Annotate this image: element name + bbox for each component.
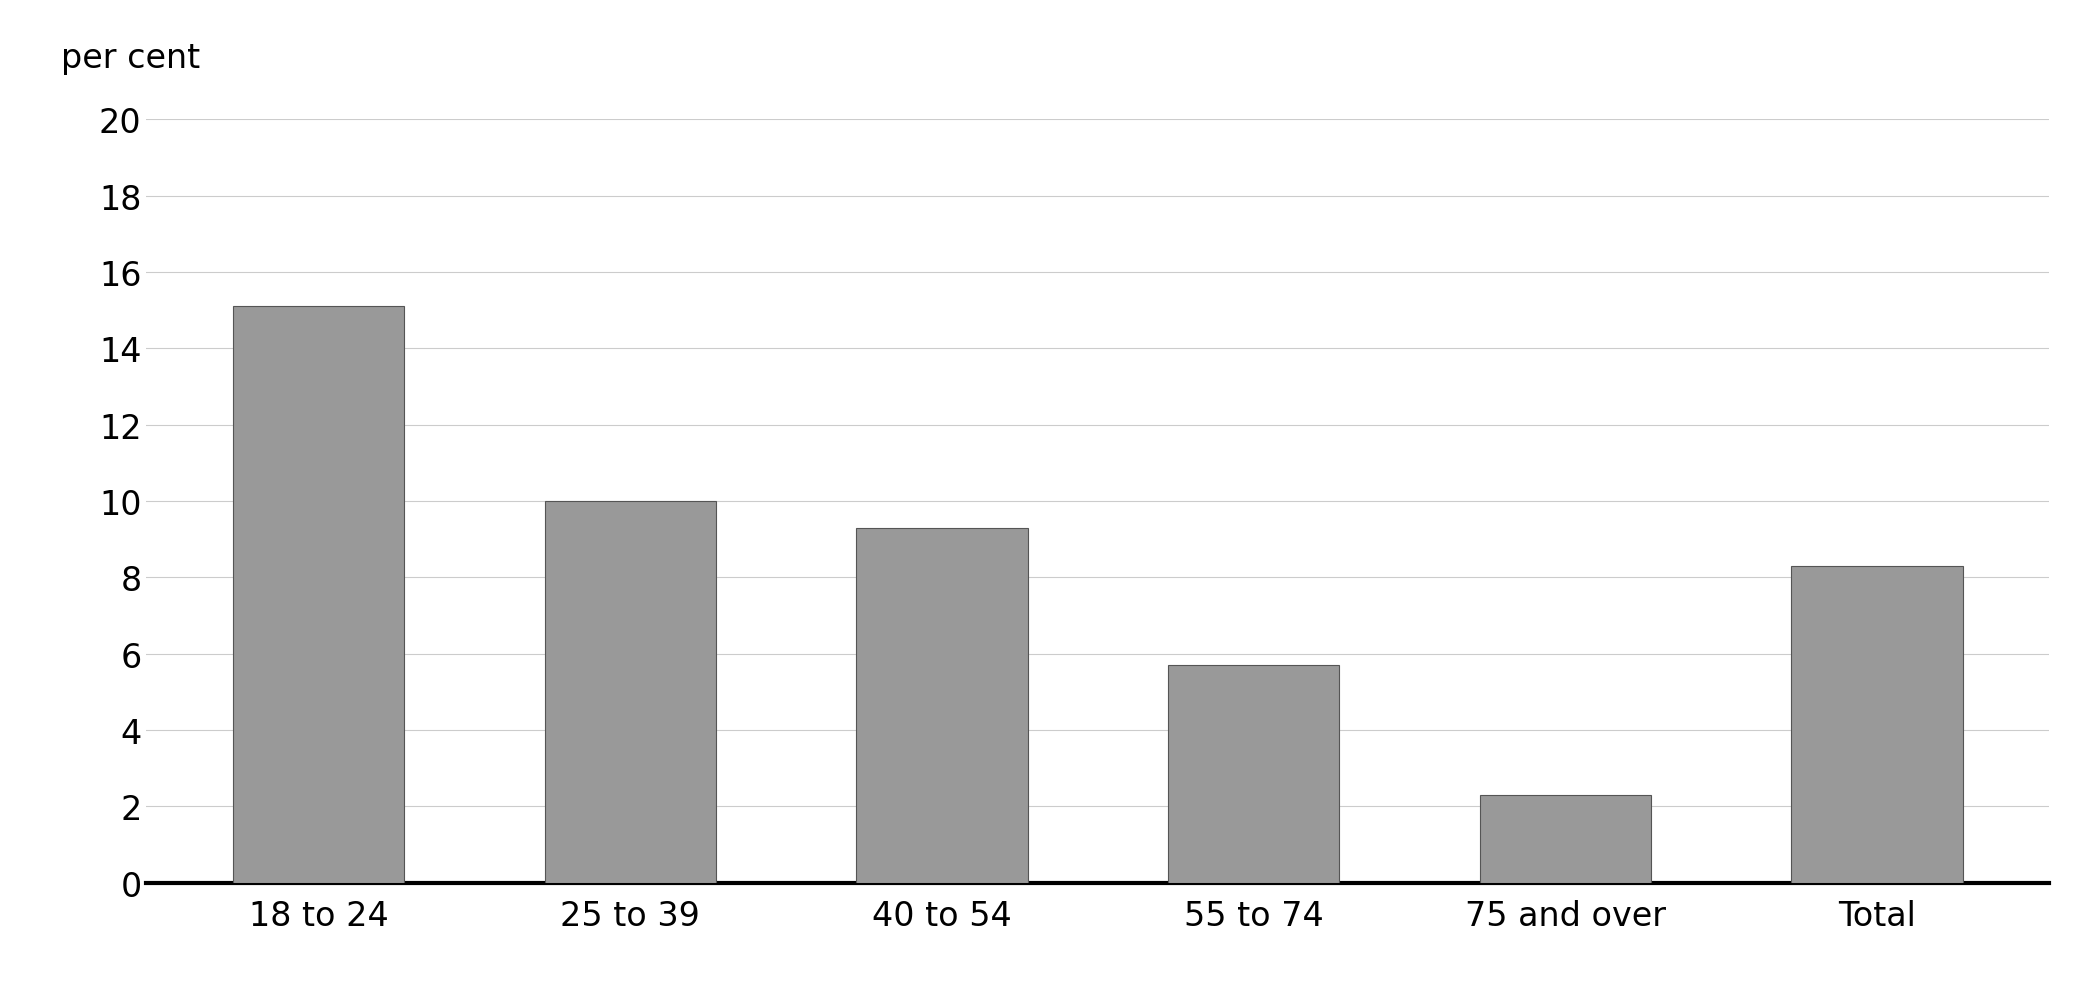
Bar [544,502,715,883]
Bar [232,307,404,883]
Text: per cent: per cent [61,42,201,74]
Bar [1480,795,1652,883]
Bar [855,529,1027,883]
Bar [1169,665,1340,883]
Bar [1792,567,1963,883]
